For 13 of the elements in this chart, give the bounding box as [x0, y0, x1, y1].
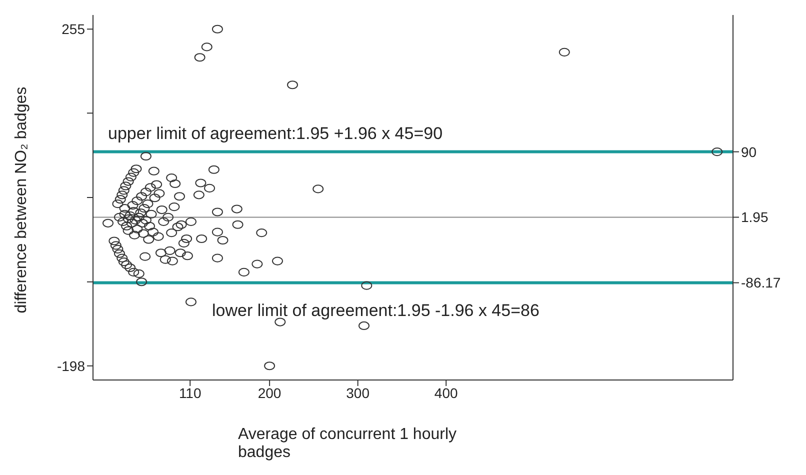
x-tick-label: 300	[346, 384, 370, 401]
y-tick-label: 255	[62, 21, 86, 38]
x-tick-label: 400	[434, 384, 458, 401]
y-tick-label: -198	[56, 358, 86, 374]
x-tick-label: 110	[178, 384, 202, 401]
y2-tick-label: -86.17	[741, 274, 781, 291]
y2-tick-label: 1.95	[741, 209, 768, 226]
y2-tick-label: 90	[741, 144, 757, 160]
annotation: lower limit of agreement:1.95 -1.96 x 45=86	[212, 301, 540, 321]
x-axis-title: Average of concurrent 1 hourly badges	[238, 426, 458, 462]
x-tick-label: 200	[258, 384, 282, 401]
y-axis-title: difference between NO₂ badges	[13, 86, 31, 314]
annotation: upper limit of agreement:1.95 +1.96 x 45=90	[108, 124, 443, 144]
